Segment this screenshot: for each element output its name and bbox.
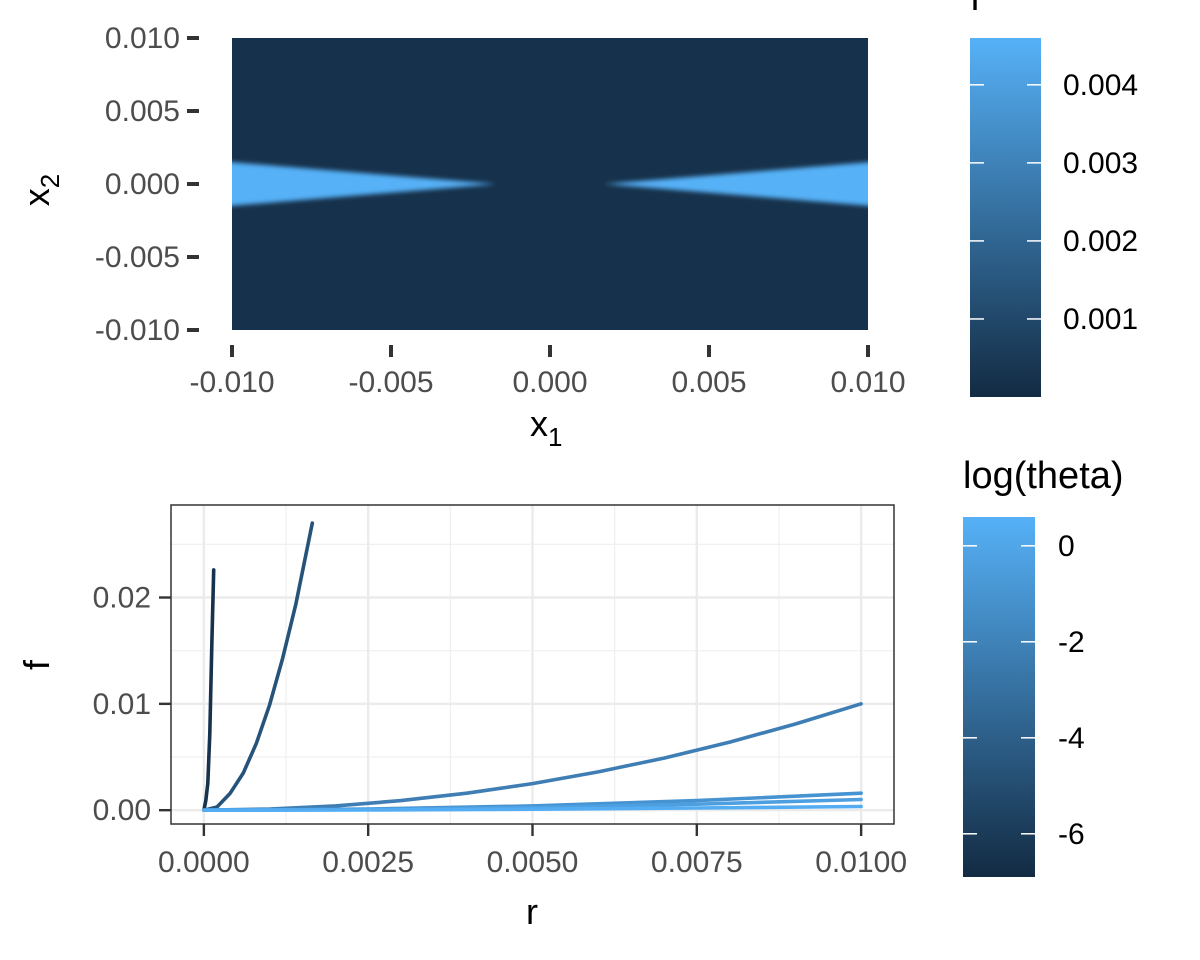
line-x-tick-label: 0.0000 [158, 846, 250, 879]
line-legend-tick-label: -6 [1058, 818, 1085, 851]
line-y-tick-label: 0.02 [93, 582, 151, 615]
heatmap-x-tick-label: 0.010 [830, 366, 905, 399]
line-x-tick-label: 0.0100 [815, 846, 907, 879]
heatmap-x-tick-label: -0.005 [348, 366, 433, 399]
heatmap-y-axis: 0.010 0.005 0.000 -0.005 -0.010 [95, 22, 199, 347]
line-legend: log(theta) 0 -2 -4 -6 [963, 455, 1124, 877]
line-y-tick-label: 0.01 [93, 688, 151, 721]
line-legend-tick-label: -4 [1058, 722, 1085, 755]
heatmap-colorbar [970, 38, 1041, 397]
line-x-axis: 0.0000 0.0025 0.0050 0.0075 0.0100 [158, 824, 907, 879]
line-x-tick-label: 0.0025 [322, 846, 414, 879]
heatmap-band-right [604, 162, 868, 206]
heatmap-legend: f 0.004 0.003 0.002 0.001 [970, 0, 1138, 397]
heatmap-x-tick-label: 0.005 [671, 366, 746, 399]
heatmap-legend-tick-label: 0.001 [1063, 303, 1138, 336]
line-legend-title: log(theta) [963, 455, 1124, 497]
heatmap-band-left [232, 162, 496, 206]
line-y-axis-title: f [16, 659, 57, 670]
line-x-axis-title: r [526, 891, 538, 932]
line-legend-tick-label: 0 [1058, 530, 1075, 563]
line-panel: 0.000.010.02 0.0000 0.0025 0.0050 0.0075 0.0… [16, 504, 907, 932]
heatmap-y-tick-label: 0.000 [105, 168, 180, 201]
line-series-path [202, 568, 216, 812]
line-series [202, 521, 863, 812]
heatmap-legend-tick-label: 0.004 [1063, 69, 1138, 102]
line-y-axis: 0.00 0.01 0.02 [93, 582, 171, 827]
line-x-tick-label: 0.0050 [487, 846, 579, 879]
line-series-path [202, 521, 315, 812]
line-colorbar [963, 517, 1035, 877]
heatmap-legend-tick-label: 0.003 [1063, 147, 1138, 180]
heatmap-panel: 0.010 0.005 0.000 -0.005 -0.010 -0.010 -0.005… [16, 22, 906, 452]
heatmap-y-tick-label: -0.010 [95, 314, 180, 347]
heatmap-y-tick-label: 0.010 [105, 22, 180, 55]
line-y-tick-label: 0.00 [93, 794, 151, 827]
heatmap-x-axis: -0.010 -0.005 0.000 0.005 0.010 [189, 345, 906, 399]
heatmap-legend-tick-label: 0.002 [1063, 225, 1138, 258]
heatmap-x-axis-title: x1 [530, 403, 562, 452]
line-series-path [202, 804, 863, 812]
heatmap-y-axis-title: x2 [16, 174, 65, 206]
line-legend-ticks: 0 -2 -4 -6 [963, 530, 1085, 851]
heatmap-legend-ticks: 0.004 0.003 0.002 0.001 [970, 69, 1138, 336]
line-series-path [202, 702, 863, 812]
heatmap-y-tick-label: -0.005 [95, 241, 180, 274]
heatmap-x-tick-label: 0.000 [512, 366, 587, 399]
heatmap-x-tick-label: -0.010 [189, 366, 274, 399]
line-legend-tick-label: -2 [1058, 626, 1085, 659]
line-x-tick-label: 0.0075 [651, 846, 743, 879]
heatmap-legend-title: f [970, 0, 981, 19]
heatmap-y-tick-label: 0.005 [105, 95, 180, 128]
